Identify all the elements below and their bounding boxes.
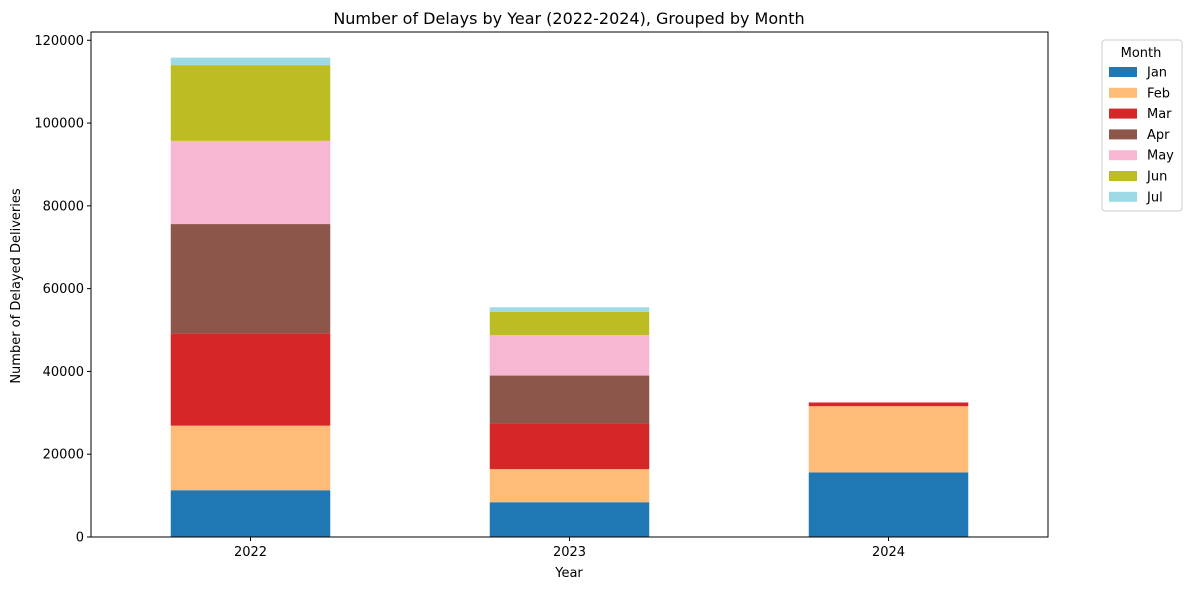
y-tick-label: 80000	[43, 199, 84, 214]
y-tick-label: 100000	[34, 117, 84, 132]
chart-title: Number of Delays by Year (2022-2024), Gr…	[333, 9, 804, 28]
y-axis-label: Number of Delayed Deliveries	[9, 188, 24, 384]
y-tick-label: 120000	[34, 34, 84, 49]
bar-segment-2023-jun	[489, 311, 650, 335]
bar-segment-2022-jun	[170, 65, 331, 141]
bar-segment-2023-apr	[489, 375, 650, 424]
legend-swatch-jul	[1109, 191, 1137, 202]
y-axis: 0 20000 40000 60000 80000 100000 120000	[34, 34, 91, 546]
y-tick-label: 40000	[43, 365, 84, 380]
x-axis: 2022 2023 2024	[234, 537, 905, 560]
legend-label-feb: Feb	[1147, 86, 1170, 101]
x-tick-label: 2022	[234, 545, 267, 560]
legend-label-may: May	[1147, 149, 1174, 164]
x-tick-label: 2023	[553, 545, 586, 560]
bar-segment-2023-mar	[489, 423, 650, 470]
bar-segment-2024-mar	[808, 402, 969, 407]
x-axis-label: Year	[554, 566, 583, 581]
legend-swatch-jun	[1109, 171, 1137, 181]
legend-swatch-apr	[1109, 129, 1137, 140]
y-tick-label: 20000	[43, 448, 84, 463]
y-tick-label: 0	[76, 531, 84, 546]
legend-label-jan: Jan	[1146, 66, 1167, 81]
x-tick-label: 2024	[872, 545, 905, 560]
y-tick-label: 60000	[43, 282, 84, 297]
legend-label-jun: Jun	[1146, 170, 1167, 185]
bar-segment-2022-mar	[170, 333, 331, 426]
bar-segment-2022-jul	[170, 57, 331, 66]
bar-segment-2022-feb	[170, 425, 331, 491]
legend-swatch-may	[1109, 150, 1137, 161]
legend: Month Jan Feb Mar Apr May Jun Jul	[1101, 39, 1183, 212]
bars-layer	[170, 57, 969, 537]
bar-segment-2024-jan	[808, 472, 969, 537]
legend-swatch-mar	[1109, 108, 1137, 119]
bar-segment-2023-feb	[489, 469, 650, 503]
bar-segment-2023-jul	[489, 307, 650, 312]
legend-items: Jan Feb Mar Apr May Jun Jul	[1109, 66, 1174, 205]
bar-segment-2023-jan	[489, 502, 650, 537]
legend-swatch-feb	[1109, 87, 1137, 98]
bar-segment-2022-apr	[170, 224, 331, 334]
legend-label-apr: Apr	[1147, 128, 1170, 143]
legend-swatch-jan	[1109, 67, 1137, 77]
legend-box	[1101, 39, 1183, 212]
legend-title: Month	[1121, 46, 1162, 61]
bar-segment-2022-jan	[170, 490, 331, 537]
legend-label-jul: Jul	[1146, 190, 1163, 205]
bar-segment-2024-feb	[808, 406, 969, 473]
legend-label-mar: Mar	[1147, 107, 1172, 122]
bar-segment-2022-may	[170, 140, 331, 225]
bar-segment-2023-may	[489, 335, 650, 376]
